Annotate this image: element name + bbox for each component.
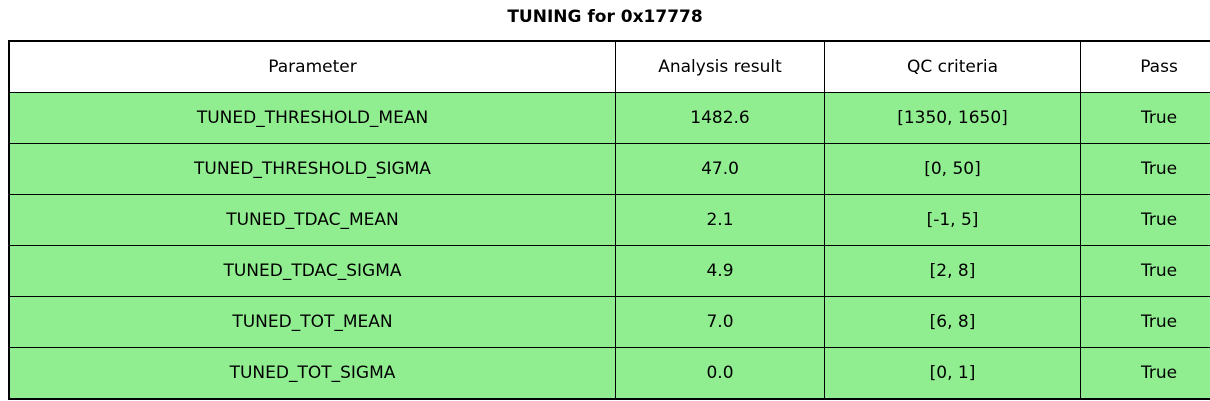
cell-qc-criteria: [6, 8] (824, 296, 1081, 348)
cell-qc-criteria: [1350, 1650] (824, 92, 1081, 144)
cell-qc-criteria: [0, 50] (824, 143, 1081, 195)
table-row: TUNED_TOT_MEAN 7.0 [6, 8] True (8, 296, 1210, 348)
cell-parameter: TUNED_TDAC_MEAN (8, 194, 616, 246)
table-row: TUNED_TDAC_MEAN 2.1 [-1, 5] True (8, 194, 1210, 246)
header-row: Parameter Analysis result QC criteria Pa… (8, 40, 1210, 93)
cell-pass: True (1080, 296, 1210, 348)
cell-pass: True (1080, 347, 1210, 400)
cell-analysis-result: 0.0 (615, 347, 825, 400)
cell-analysis-result: 47.0 (615, 143, 825, 195)
cell-qc-criteria: [0, 1] (824, 347, 1081, 400)
cell-pass: True (1080, 92, 1210, 144)
column-header-pass: Pass (1080, 40, 1210, 93)
table-row: TUNED_THRESHOLD_MEAN 1482.6 [1350, 1650]… (8, 92, 1210, 144)
cell-pass: True (1080, 143, 1210, 195)
cell-analysis-result: 1482.6 (615, 92, 825, 144)
cell-parameter: TUNED_TDAC_SIGMA (8, 245, 616, 297)
column-header-qc-criteria: QC criteria (824, 40, 1081, 93)
figure-title: TUNING for 0x17778 (507, 7, 703, 27)
qc-results-table: Parameter Analysis result QC criteria Pa… (8, 40, 1210, 400)
cell-qc-criteria: [-1, 5] (824, 194, 1081, 246)
column-header-analysis-result: Analysis result (615, 40, 825, 93)
cell-pass: True (1080, 194, 1210, 246)
table-row: TUNED_TOT_SIGMA 0.0 [0, 1] True (8, 347, 1210, 400)
cell-parameter: TUNED_TOT_MEAN (8, 296, 616, 348)
column-header-parameter: Parameter (8, 40, 616, 93)
cell-parameter: TUNED_THRESHOLD_MEAN (8, 92, 616, 144)
cell-analysis-result: 4.9 (615, 245, 825, 297)
cell-parameter: TUNED_TOT_SIGMA (8, 347, 616, 400)
cell-analysis-result: 7.0 (615, 296, 825, 348)
cell-pass: True (1080, 245, 1210, 297)
table-row: TUNED_THRESHOLD_SIGMA 47.0 [0, 50] True (8, 143, 1210, 195)
cell-qc-criteria: [2, 8] (824, 245, 1081, 297)
table-row: TUNED_TDAC_SIGMA 4.9 [2, 8] True (8, 245, 1210, 297)
cell-parameter: TUNED_THRESHOLD_SIGMA (8, 143, 616, 195)
cell-analysis-result: 2.1 (615, 194, 825, 246)
